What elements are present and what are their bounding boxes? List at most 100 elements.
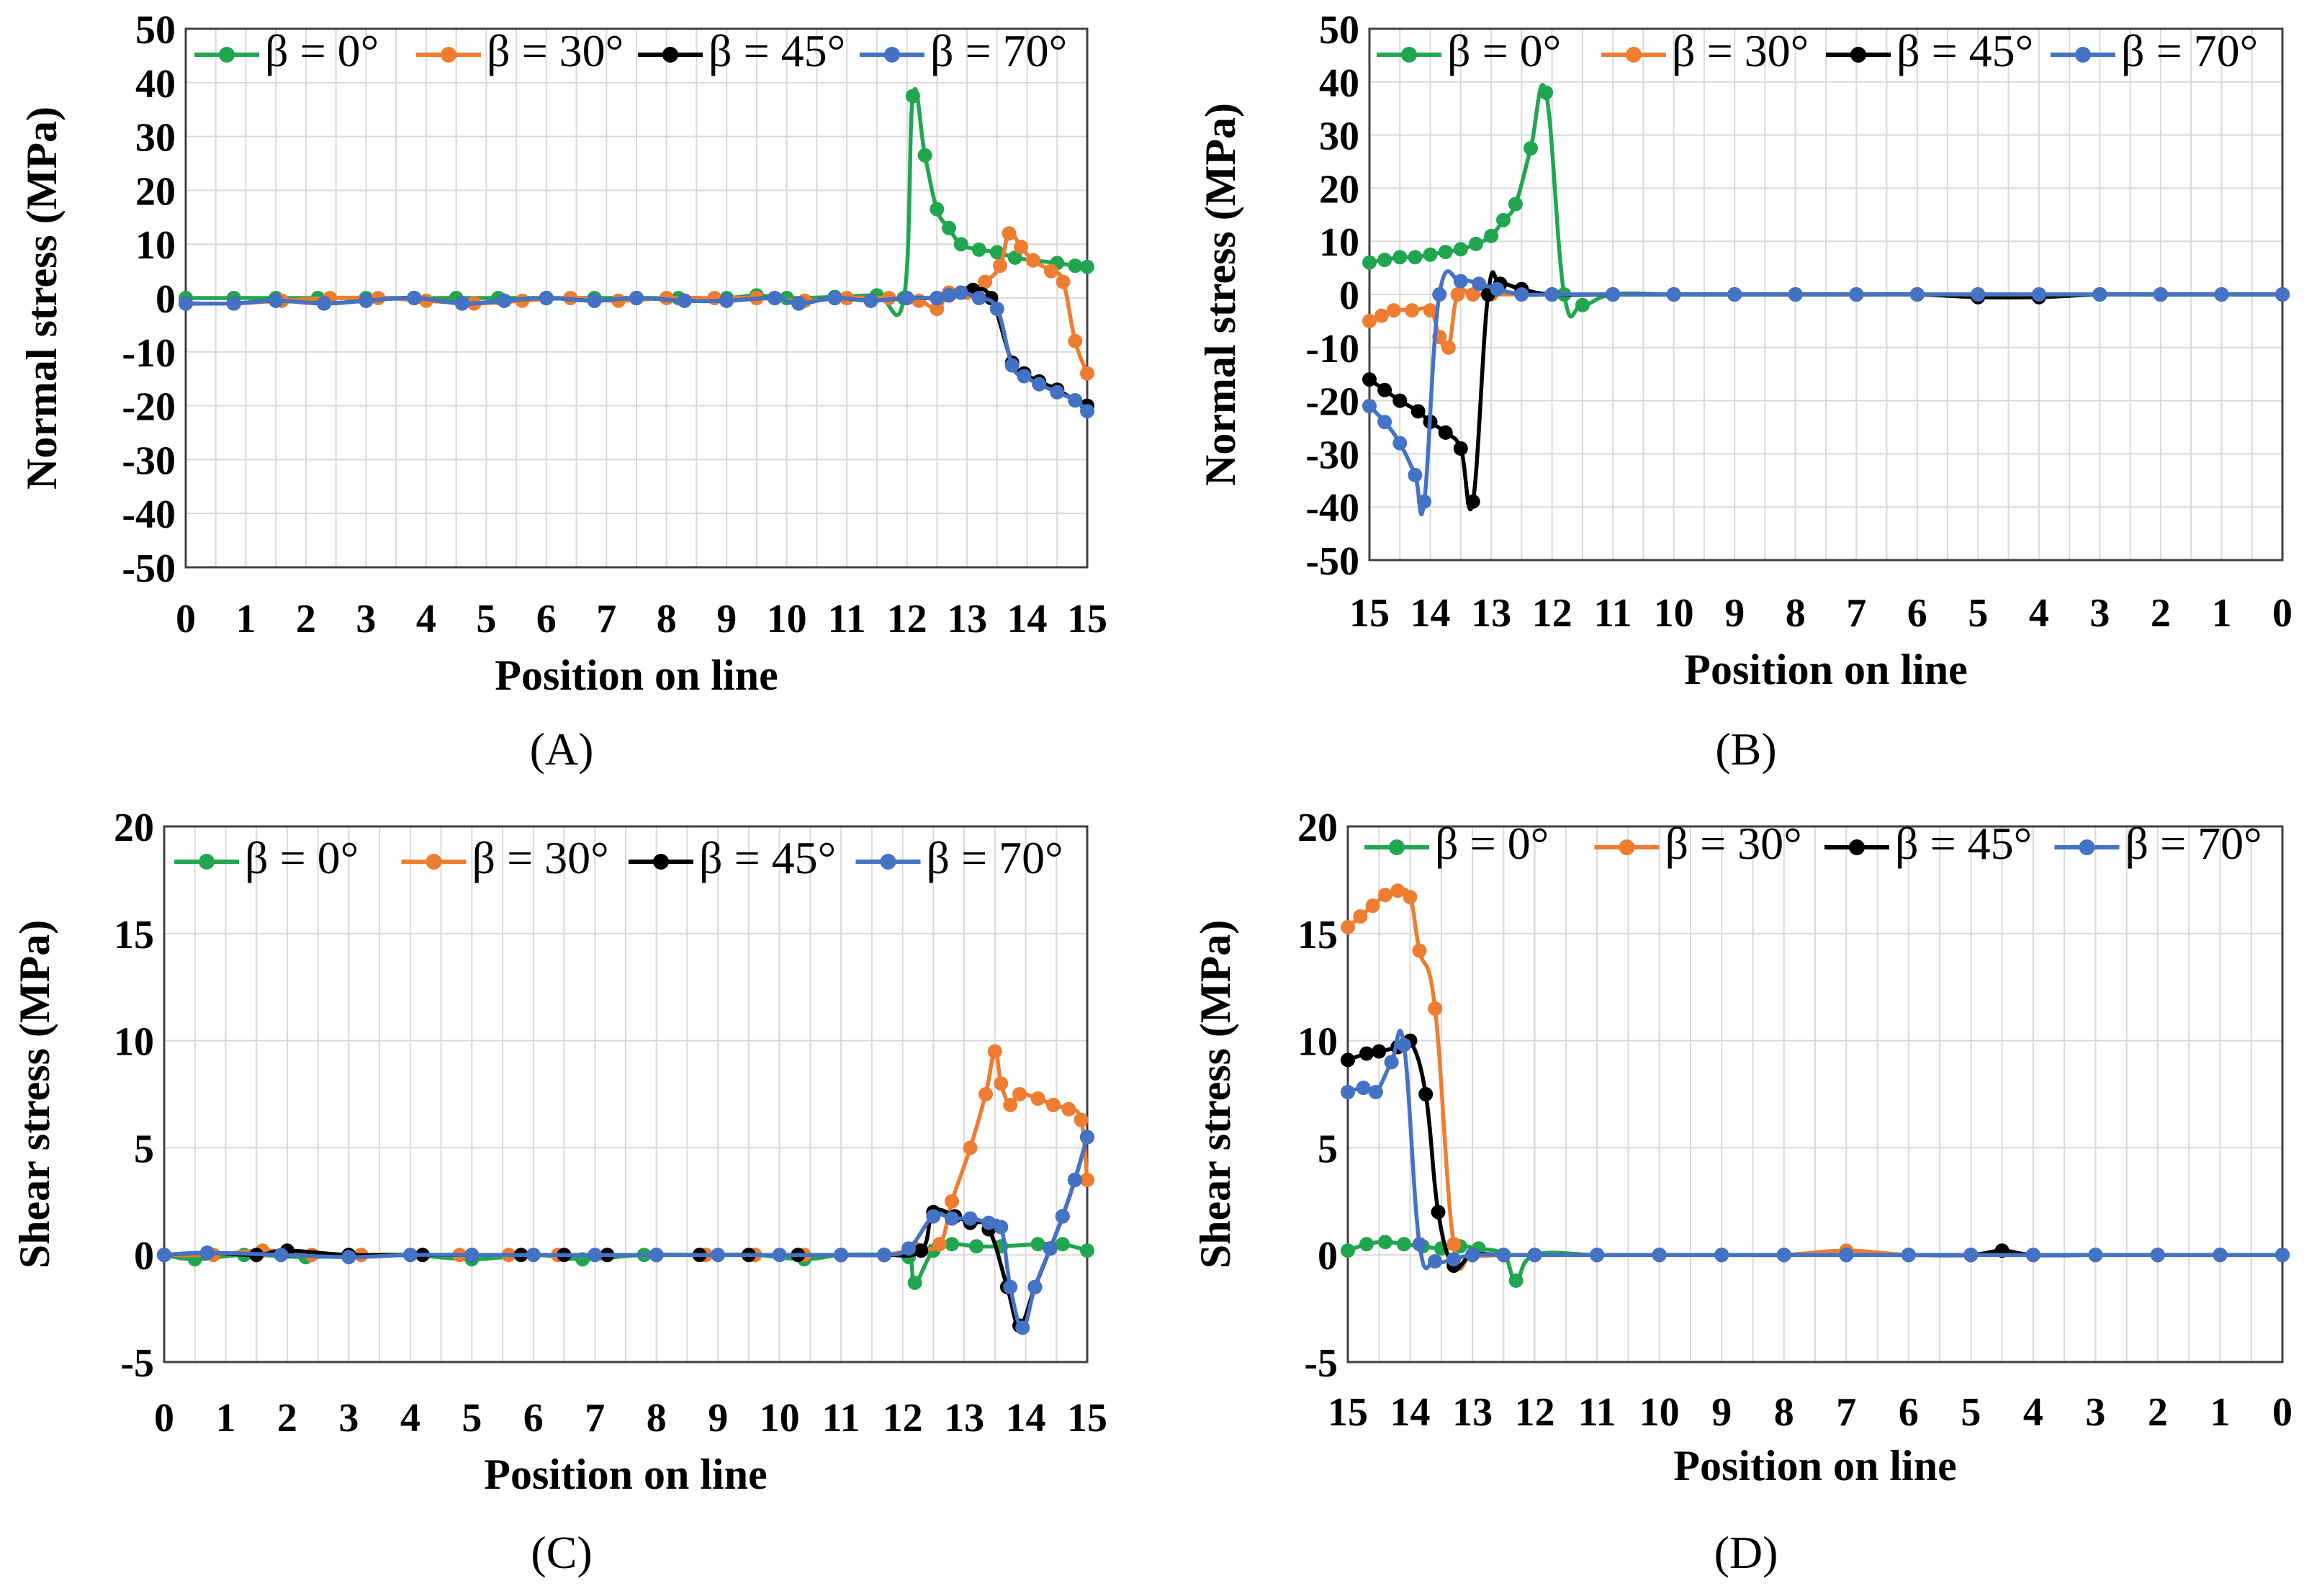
data-point: [317, 296, 331, 311]
legend: β = 0° β = 30° β = 45° β = 70°: [1377, 25, 2258, 76]
data-point: [1438, 425, 1453, 440]
data-point: [993, 258, 1007, 274]
data-point: [1014, 239, 1029, 254]
data-point: [1004, 358, 1020, 373]
y-tick-label: 0: [1318, 1234, 1338, 1279]
y-axis-label: Normal stress (MPa): [1197, 103, 1244, 486]
x-tick-label: 8: [1774, 1390, 1794, 1435]
data-point: [1002, 226, 1017, 241]
data-point: [2275, 287, 2290, 302]
legend-swatch-marker: [884, 47, 900, 63]
data-point: [1372, 1044, 1387, 1059]
data-point: [1080, 1130, 1094, 1145]
x-tick-label: 13: [944, 1396, 984, 1441]
data-point: [1428, 1254, 1443, 1269]
data-point: [1396, 1037, 1411, 1052]
data-point: [1849, 287, 1864, 302]
data-point: [1043, 263, 1058, 279]
x-tick-label: 8: [1786, 591, 1806, 636]
data-point: [464, 1248, 480, 1263]
data-point: [1046, 1097, 1061, 1112]
data-point: [1405, 303, 1420, 318]
data-point: [978, 274, 993, 289]
y-tick-label: 0: [134, 1234, 154, 1279]
x-tick-label: 15: [1067, 1396, 1107, 1441]
legend-entry: β = 70°: [930, 25, 1067, 76]
series-beta-70: [1341, 1029, 2290, 1271]
data-point: [877, 1248, 891, 1263]
x-tick-label: 12: [887, 597, 927, 641]
data-point: [1390, 883, 1405, 898]
data-point: [945, 1194, 959, 1209]
data-point: [587, 293, 602, 308]
legend-swatch-marker: [653, 854, 669, 870]
data-point: [1963, 1248, 1979, 1263]
y-tick-label: -40: [122, 492, 176, 537]
legend-swatch-marker: [199, 854, 215, 870]
data-point: [942, 288, 956, 303]
x-tick-label: 11: [1594, 591, 1632, 636]
data-point: [1056, 274, 1071, 289]
series-beta-70: [157, 1130, 1094, 1335]
data-point: [1652, 1248, 1667, 1263]
x-tick-label: 15: [1067, 597, 1107, 641]
x-tick-label: 5: [462, 1396, 482, 1441]
legend-entry: β = 30°: [1665, 818, 1802, 869]
data-point: [1055, 1209, 1070, 1224]
x-tick-label: 1: [215, 1396, 235, 1441]
data-point: [1423, 303, 1438, 318]
data-point: [2088, 1248, 2103, 1263]
data-point: [1423, 247, 1438, 262]
legend-swatch-marker: [1619, 839, 1635, 855]
data-point: [1027, 1279, 1043, 1294]
data-point: [1453, 274, 1468, 289]
legend-entry: β = 0°: [245, 832, 359, 883]
data-point: [1043, 1241, 1058, 1256]
legend-entry: β = 70°: [927, 832, 1063, 883]
data-point: [963, 1211, 978, 1226]
data-point: [2275, 1248, 2290, 1263]
y-tick-label: 0: [1339, 274, 1359, 318]
data-point: [834, 1248, 849, 1263]
data-point: [1341, 1243, 1355, 1258]
data-point: [1386, 303, 1401, 318]
data-point: [588, 1248, 603, 1263]
x-tick-label: 0: [2272, 1390, 2292, 1435]
legend-entry: β = 30°: [487, 25, 624, 76]
data-point: [863, 293, 878, 308]
data-point: [1341, 919, 1355, 934]
data-point: [1362, 255, 1377, 270]
data-point: [1359, 1237, 1374, 1252]
x-tick-label: 3: [338, 1396, 359, 1441]
data-point: [945, 1211, 959, 1226]
legend-swatch-marker: [219, 47, 235, 63]
data-point: [1446, 1252, 1462, 1267]
data-point: [901, 1241, 917, 1256]
legend-entry: β = 0°: [1447, 25, 1561, 76]
data-point: [1432, 287, 1447, 302]
legend: β = 0° β = 30° β = 45° β = 70°: [174, 832, 1063, 883]
x-tick-label: 10: [760, 1396, 800, 1441]
data-point: [1362, 372, 1377, 387]
y-tick-label: -30: [1305, 433, 1359, 477]
data-point: [1068, 333, 1083, 348]
x-tick-label: 12: [1515, 1390, 1555, 1435]
panel-label: (C): [531, 1527, 592, 1578]
x-axis-label: Position on line: [1673, 1442, 1956, 1489]
y-tick-label: 5: [1318, 1127, 1338, 1171]
data-point: [1496, 212, 1511, 227]
legend-swatch-marker: [1626, 47, 1642, 63]
x-tick-label: 10: [767, 597, 807, 641]
data-point: [994, 1076, 1009, 1091]
data-point: [930, 302, 945, 316]
data-point: [1575, 297, 1590, 312]
x-tick-label: 11: [822, 1396, 860, 1441]
data-point: [1356, 1081, 1371, 1096]
data-point: [1374, 308, 1389, 323]
x-tick-label: 1: [2210, 1390, 2230, 1435]
data-point: [917, 148, 932, 163]
x-tick-label: 2: [296, 597, 316, 641]
data-point: [953, 237, 968, 252]
data-point: [1032, 377, 1047, 392]
legend-entry: β = 45°: [699, 832, 836, 883]
